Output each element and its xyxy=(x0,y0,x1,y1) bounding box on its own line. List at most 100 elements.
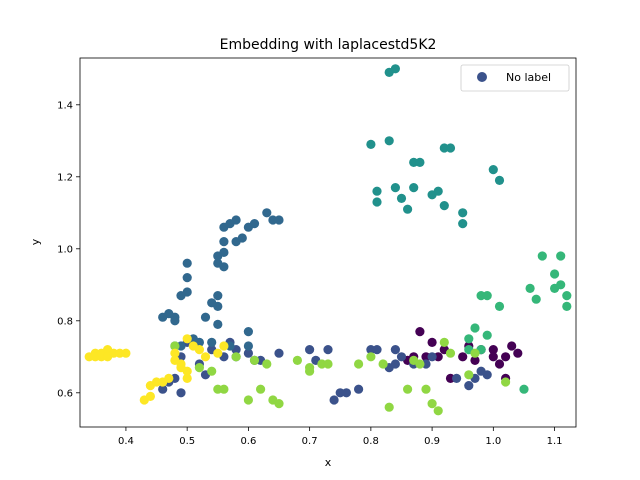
data-point xyxy=(537,251,547,261)
data-point xyxy=(182,273,192,283)
data-point xyxy=(219,341,229,351)
x-axis-label: x xyxy=(325,456,332,469)
x-tick-label: 0.4 xyxy=(118,436,134,447)
data-point xyxy=(525,283,535,293)
data-point xyxy=(341,388,351,398)
y-tick-label: 0.6 xyxy=(57,388,73,399)
data-point xyxy=(219,247,229,257)
data-point xyxy=(488,345,498,355)
data-point xyxy=(372,186,382,196)
data-point xyxy=(390,359,400,369)
data-point xyxy=(415,327,425,337)
data-point xyxy=(213,348,223,358)
data-point xyxy=(439,201,449,211)
data-point xyxy=(421,384,431,394)
data-point xyxy=(170,348,180,358)
data-point xyxy=(323,359,333,369)
y-axis-label: y xyxy=(29,238,42,245)
data-point xyxy=(262,359,272,369)
data-point xyxy=(219,384,229,394)
data-point xyxy=(458,219,468,229)
data-point xyxy=(262,208,272,218)
data-point xyxy=(249,355,260,365)
data-point xyxy=(200,352,211,362)
data-point xyxy=(519,384,529,394)
data-point xyxy=(323,345,333,355)
data-point xyxy=(494,301,505,311)
data-point xyxy=(219,262,229,272)
data-point xyxy=(372,345,382,355)
data-point xyxy=(274,399,284,409)
data-point xyxy=(427,337,437,347)
x-tick-label: 1.1 xyxy=(547,436,563,447)
data-point xyxy=(256,384,266,394)
x-tick-label: 0.5 xyxy=(179,436,195,447)
data-point xyxy=(403,204,413,214)
data-point xyxy=(305,345,315,355)
chart-title: Embedding with laplacestd5K2 xyxy=(220,37,437,53)
data-point xyxy=(366,352,376,362)
data-point xyxy=(562,301,572,311)
data-point xyxy=(415,157,425,167)
legend-marker xyxy=(477,72,487,82)
data-point xyxy=(427,399,437,409)
data-point xyxy=(415,359,425,369)
data-point xyxy=(219,237,229,247)
y-tick-label: 0.8 xyxy=(57,316,73,327)
data-point xyxy=(409,183,419,193)
data-point xyxy=(470,348,480,358)
data-point xyxy=(396,352,407,362)
data-point xyxy=(488,165,498,175)
data-point xyxy=(176,388,186,398)
data-point xyxy=(494,175,505,185)
data-point xyxy=(249,219,260,229)
data-point xyxy=(170,316,180,326)
data-point xyxy=(243,348,253,358)
data-point xyxy=(562,291,572,301)
data-point xyxy=(182,373,192,383)
legend-box xyxy=(460,64,570,92)
y-tick-label: 1.4 xyxy=(57,100,73,111)
legend-label: No label xyxy=(506,71,551,84)
x-tick-label: 0.6 xyxy=(240,436,256,447)
data-point xyxy=(366,139,376,149)
data-point xyxy=(550,269,560,279)
data-point xyxy=(390,183,400,193)
x-tick-label: 0.9 xyxy=(424,436,440,447)
data-point xyxy=(170,341,180,351)
data-point xyxy=(200,312,211,322)
data-point xyxy=(243,395,253,405)
data-point xyxy=(274,215,284,225)
data-point xyxy=(145,391,155,401)
data-point xyxy=(403,384,413,394)
data-point xyxy=(439,337,449,347)
data-point xyxy=(194,363,204,373)
data-point xyxy=(231,215,241,225)
data-point xyxy=(207,337,217,347)
data-point xyxy=(433,186,443,196)
data-point xyxy=(274,348,284,358)
x-axis: 0.4 0.5 0.6 0.7 0.8 0.9 1.0 1.1 xyxy=(118,427,563,447)
data-point xyxy=(482,370,492,380)
data-point xyxy=(531,294,541,304)
data-point xyxy=(237,233,247,243)
data-point xyxy=(501,377,511,387)
data-point xyxy=(470,355,480,365)
data-point xyxy=(194,345,204,355)
data-point xyxy=(445,143,456,153)
data-point xyxy=(354,359,364,369)
legend: No label xyxy=(460,64,570,92)
data-point xyxy=(556,280,566,290)
data-point xyxy=(164,373,174,383)
data-point xyxy=(507,341,517,351)
data-point xyxy=(121,348,131,358)
data-point xyxy=(213,301,223,311)
data-point xyxy=(384,136,394,146)
data-point xyxy=(482,330,492,340)
data-point xyxy=(458,208,468,218)
x-tick-label: 0.7 xyxy=(302,436,318,447)
data-point xyxy=(158,384,168,394)
y-axis: 0.6 0.8 1.0 1.2 1.4 xyxy=(57,100,80,399)
data-point xyxy=(433,406,443,416)
data-point xyxy=(513,348,523,358)
